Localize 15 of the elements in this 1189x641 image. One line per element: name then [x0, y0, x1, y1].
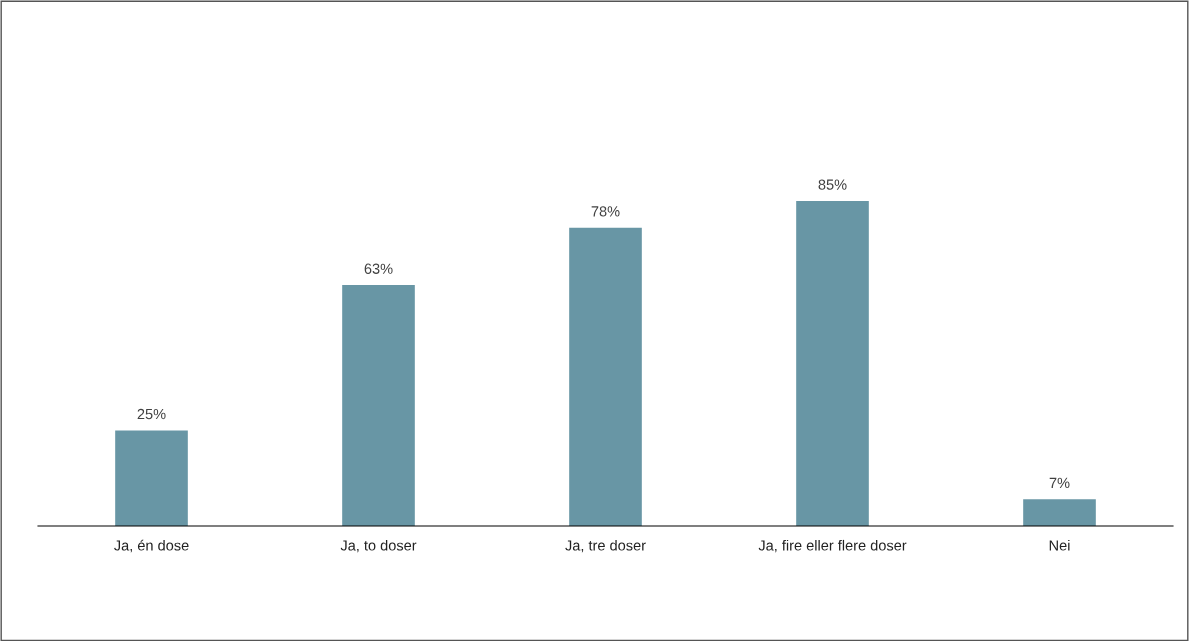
bar: [115, 430, 188, 526]
data-label: 85%: [818, 179, 847, 190]
bar: [342, 285, 415, 526]
data-label: 78%: [591, 206, 620, 217]
data-label: 7%: [1049, 477, 1070, 488]
x-tick-label: Nei: [1049, 539, 1070, 551]
x-tick-label: Ja, to doser: [340, 539, 417, 553]
x-tick-label: Ja, én dose: [114, 539, 189, 553]
bar: [569, 227, 642, 526]
data-label: 63%: [364, 263, 393, 274]
bar: [796, 201, 869, 526]
data-label: 25%: [137, 408, 166, 420]
x-tick-label: Ja, fire eller flere doser: [758, 539, 907, 553]
bar: [1023, 499, 1096, 526]
x-tick-label: Ja, tre doser: [565, 539, 646, 553]
